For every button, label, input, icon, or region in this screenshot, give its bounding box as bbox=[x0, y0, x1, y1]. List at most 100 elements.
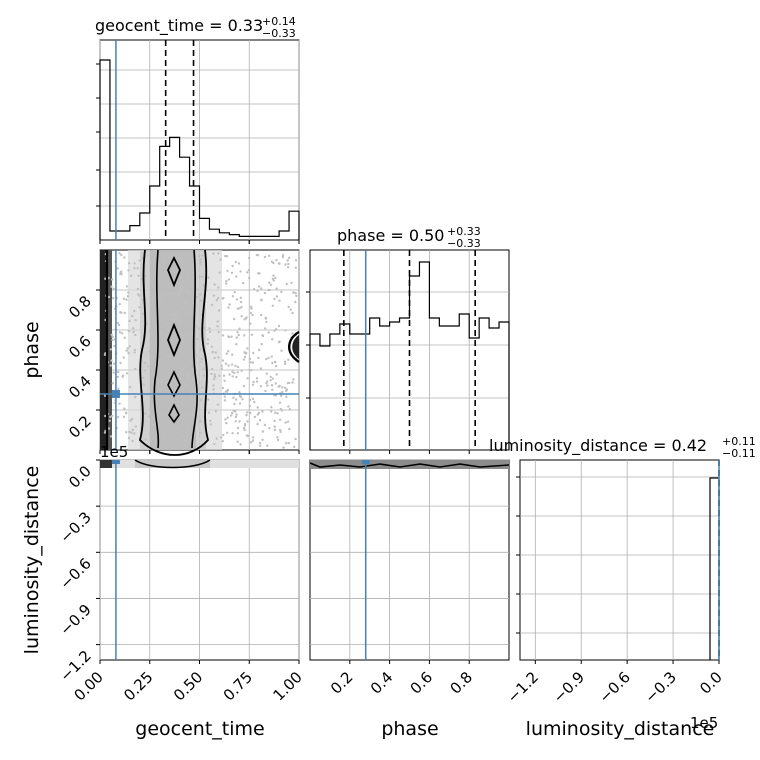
scatter-point bbox=[273, 297, 276, 301]
scatter-point bbox=[246, 347, 249, 350]
scatter-point bbox=[206, 338, 210, 341]
scatter-point bbox=[269, 379, 272, 382]
scatter-point bbox=[118, 402, 121, 405]
scatter-point bbox=[287, 358, 290, 361]
scatter-point bbox=[231, 370, 234, 373]
scatter-point bbox=[260, 342, 263, 346]
scatter-point bbox=[191, 271, 195, 274]
scatter-point bbox=[232, 396, 235, 399]
scatter-point bbox=[249, 441, 253, 444]
scatter-point bbox=[261, 438, 264, 441]
scatter-point bbox=[150, 340, 153, 344]
scatter-point bbox=[243, 355, 247, 359]
scatter-point bbox=[156, 377, 159, 381]
scatter-point bbox=[200, 357, 203, 361]
title-luminosity-distance-plus: +0.11 bbox=[722, 435, 756, 448]
scatter-point bbox=[172, 441, 175, 444]
y-tick-label: −0.9 bbox=[56, 601, 94, 639]
scatter-point bbox=[246, 420, 249, 423]
scatter-point bbox=[278, 299, 281, 302]
scatter-point bbox=[207, 398, 210, 401]
panel-frame-phase-lumdist bbox=[309, 459, 510, 661]
scatter-point bbox=[124, 411, 128, 415]
scatter-point bbox=[183, 269, 186, 272]
y-tick-label: 0.0 bbox=[65, 462, 95, 492]
scatter-point bbox=[179, 371, 182, 374]
scatter-point bbox=[278, 401, 282, 404]
scatter-point bbox=[255, 380, 259, 383]
scatter-point bbox=[287, 262, 290, 266]
scatter-point bbox=[249, 411, 252, 415]
scatter-point bbox=[234, 260, 238, 264]
scatter-point bbox=[283, 360, 287, 363]
scatter-point bbox=[187, 290, 191, 294]
scatter-point bbox=[174, 315, 177, 318]
scatter-point bbox=[243, 318, 246, 321]
scatter-point bbox=[198, 327, 201, 330]
scatter-point bbox=[269, 283, 273, 286]
scatter-point bbox=[264, 389, 267, 393]
scatter-point bbox=[235, 398, 238, 401]
offset-label-lumdist-y: 1e5 bbox=[100, 443, 128, 461]
scatter-point bbox=[117, 323, 121, 327]
scatter-point bbox=[236, 331, 239, 334]
scatter-point bbox=[131, 428, 134, 432]
contour-line bbox=[167, 255, 181, 288]
scatter-point bbox=[275, 373, 278, 376]
scatter-point bbox=[133, 267, 136, 270]
scatter-point bbox=[136, 267, 139, 270]
scatter-point bbox=[134, 425, 137, 428]
scatter-point bbox=[257, 411, 261, 415]
scatter-point bbox=[206, 342, 209, 345]
scatter-point bbox=[173, 334, 177, 337]
title-geocent-time-plus: +0.14 bbox=[262, 15, 296, 28]
scatter-point bbox=[271, 304, 274, 307]
scatter-point bbox=[249, 311, 253, 315]
scatter-point bbox=[293, 445, 296, 449]
scatter-point bbox=[258, 419, 262, 422]
scatter-point bbox=[219, 258, 222, 261]
scatter-point bbox=[253, 400, 256, 404]
scatter-point bbox=[227, 278, 231, 281]
scatter-point bbox=[256, 406, 259, 409]
scatter-point bbox=[125, 349, 128, 352]
scatter-point bbox=[127, 329, 131, 333]
scatter-point bbox=[186, 373, 190, 376]
scatter-point bbox=[238, 307, 241, 310]
scatter-point bbox=[287, 405, 290, 408]
scatter-point bbox=[177, 292, 181, 295]
scatter-point bbox=[274, 411, 277, 414]
scatter-point bbox=[152, 371, 156, 374]
scatter-point bbox=[164, 368, 167, 372]
title-luminosity-distance: luminosity_distance = 0.42 bbox=[489, 436, 707, 456]
scatter-point bbox=[126, 295, 130, 298]
scatter-point bbox=[181, 367, 184, 371]
scatter-point bbox=[235, 298, 239, 301]
scatter-point bbox=[173, 379, 176, 382]
scatter-point bbox=[108, 419, 111, 422]
scatter-point bbox=[251, 383, 255, 386]
scatter-point bbox=[268, 427, 271, 430]
scatter-point bbox=[128, 319, 131, 323]
contour-line bbox=[168, 403, 180, 424]
scatter-point bbox=[226, 269, 229, 272]
scatter-point bbox=[267, 331, 270, 334]
scatter-point bbox=[187, 418, 191, 421]
scatter-point bbox=[138, 294, 141, 297]
scatter-point bbox=[128, 345, 131, 348]
scatter-point bbox=[162, 431, 166, 434]
scatter-point bbox=[196, 288, 199, 291]
scatter-point bbox=[186, 309, 189, 312]
scatter-point bbox=[148, 330, 152, 334]
scatter-point bbox=[249, 322, 252, 325]
scatter-point bbox=[245, 316, 248, 319]
x-tick-label: −0.6 bbox=[595, 668, 633, 706]
scatter-point bbox=[265, 357, 268, 361]
scatter-point bbox=[174, 318, 177, 322]
scatter-point bbox=[187, 346, 191, 350]
scatter-point bbox=[281, 386, 284, 389]
scatter-point bbox=[273, 419, 276, 423]
scatter-point bbox=[212, 388, 215, 391]
scatter-point bbox=[266, 444, 269, 447]
scatter-point bbox=[217, 331, 220, 334]
